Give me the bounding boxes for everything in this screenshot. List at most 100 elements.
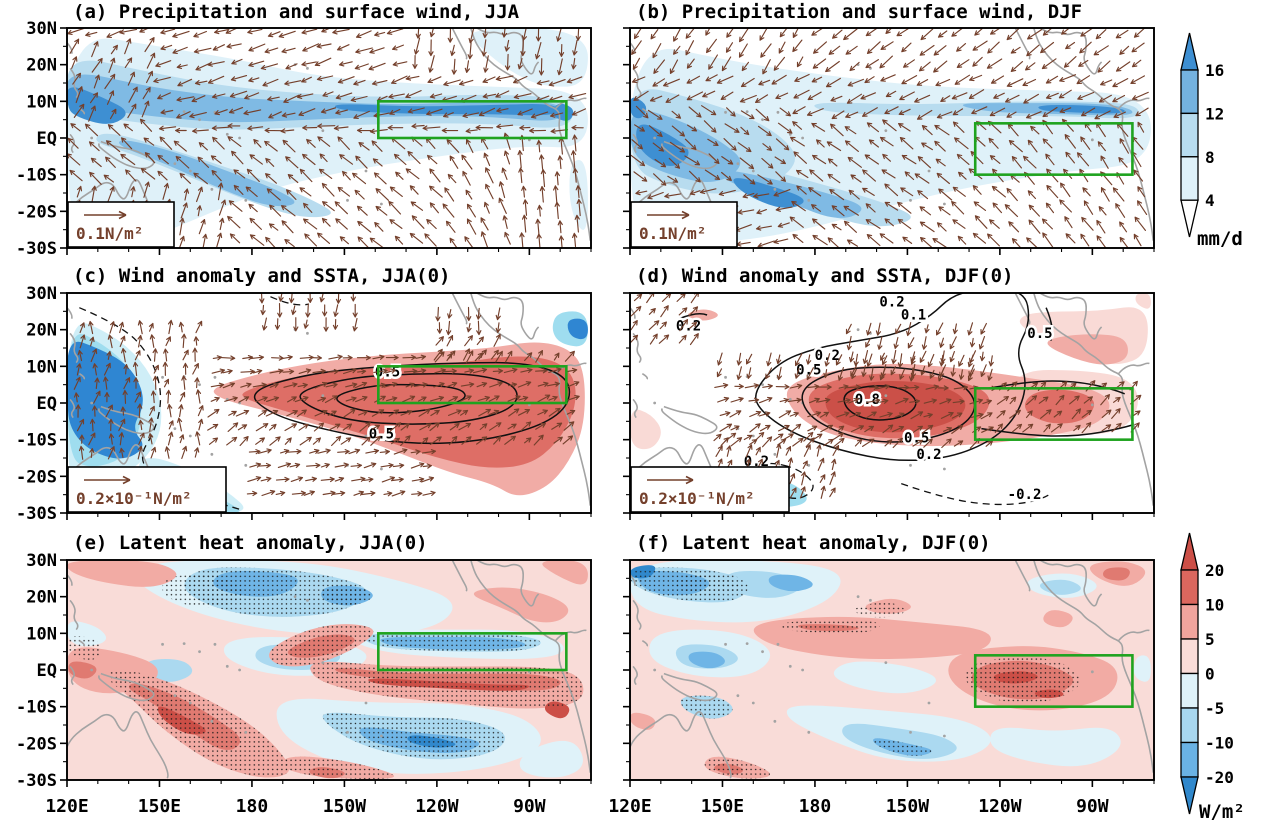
stipple-region bbox=[779, 619, 881, 634]
stipple-region bbox=[281, 756, 395, 780]
island-dot bbox=[210, 452, 214, 456]
island-dot bbox=[724, 110, 727, 114]
island-dot bbox=[884, 661, 888, 665]
island-dot bbox=[238, 668, 242, 672]
coastline bbox=[632, 67, 642, 99]
ssta-contour bbox=[1045, 307, 1054, 341]
colorbar-heatflux-unit: W/m² bbox=[1199, 801, 1245, 823]
island-dot bbox=[198, 650, 201, 654]
coastline bbox=[632, 665, 638, 686]
island-dot bbox=[225, 132, 229, 136]
vector-scale-label: 0.1N/m² bbox=[639, 224, 706, 243]
island-dot bbox=[238, 136, 242, 140]
island-dot bbox=[173, 162, 177, 166]
colorbar-tick-label: -20 bbox=[1205, 768, 1234, 787]
coastline bbox=[98, 140, 155, 170]
island-dot bbox=[182, 642, 186, 645]
island-dot bbox=[321, 394, 325, 398]
coastline bbox=[1014, 28, 1031, 60]
coastline bbox=[98, 672, 155, 702]
lon-tick-label: 180 bbox=[236, 796, 269, 817]
coastline bbox=[69, 133, 75, 154]
contour-label: 0.1 bbox=[901, 308, 926, 324]
coastline bbox=[630, 711, 732, 779]
analysis-region-box bbox=[377, 365, 568, 405]
island-dot bbox=[751, 434, 755, 438]
vector-scale-label: 0.2×10⁻¹N/m² bbox=[639, 489, 755, 508]
colorbar-tick-label: 20 bbox=[1205, 561, 1224, 580]
coastline bbox=[554, 629, 587, 642]
lat-tick-label: EQ bbox=[37, 661, 57, 681]
analysis-region-box bbox=[973, 122, 1134, 176]
island-dot bbox=[90, 668, 94, 672]
coastline bbox=[1039, 28, 1103, 75]
island-dot bbox=[1090, 670, 1094, 674]
lat-tick-label: 30N bbox=[26, 284, 57, 304]
island-dot bbox=[346, 730, 349, 734]
vector-scale-legend: 0.1N/m² bbox=[630, 201, 738, 248]
coastline bbox=[1117, 97, 1150, 110]
lat-tick-label: 20N bbox=[26, 588, 57, 608]
island-dot bbox=[198, 383, 201, 387]
stipple-region bbox=[322, 712, 505, 760]
stipple-region bbox=[873, 738, 932, 756]
coastline bbox=[1033, 560, 1154, 773]
coastline bbox=[78, 372, 86, 380]
coastline bbox=[1014, 293, 1031, 325]
island-dot bbox=[244, 730, 248, 734]
reference-arrow-icon bbox=[84, 475, 131, 485]
island-dot bbox=[745, 642, 749, 645]
island-dot bbox=[776, 110, 780, 114]
panel-b-title: (b) Precipitation and surface wind, DJF bbox=[636, 1, 1083, 23]
coastline bbox=[1117, 362, 1150, 375]
lon-tick-label: 90W bbox=[513, 796, 546, 817]
lon-tick-label: 150E bbox=[701, 796, 744, 817]
reference-arrow-icon bbox=[647, 475, 694, 485]
lon-tick-label: 120W bbox=[415, 796, 459, 817]
coastline bbox=[67, 307, 73, 319]
stipple-region bbox=[321, 585, 373, 606]
coastline bbox=[554, 97, 587, 110]
contour-label: 0.5 bbox=[369, 427, 394, 443]
island-dot bbox=[788, 397, 792, 401]
stipple-region bbox=[965, 657, 1081, 703]
colorbar-tick-label: -5 bbox=[1205, 699, 1224, 718]
lon-tick-label: 150E bbox=[138, 796, 181, 817]
stipple-region bbox=[680, 695, 733, 719]
analysis-region-box bbox=[377, 100, 568, 140]
lat-tick-label: -30S bbox=[16, 239, 57, 259]
coastline bbox=[1014, 560, 1031, 592]
coastline bbox=[1039, 560, 1103, 607]
island-dot bbox=[736, 694, 740, 698]
reference-arrow-icon bbox=[84, 210, 127, 220]
island-dot bbox=[161, 375, 164, 379]
colorbar-precip-unit: mm/d bbox=[1197, 228, 1243, 250]
ssta-contour bbox=[801, 366, 976, 443]
lat-tick-label: -20S bbox=[16, 467, 57, 487]
island-dot bbox=[773, 187, 777, 191]
island-dot bbox=[801, 668, 805, 672]
coastline bbox=[641, 372, 649, 380]
vector-scale-legend: 0.1N/m² bbox=[67, 201, 175, 248]
lat-tick-label: -10S bbox=[16, 431, 57, 451]
lon-tick-label: 120W bbox=[978, 796, 1022, 817]
lon-tick-label: 180 bbox=[799, 796, 832, 817]
coastline bbox=[632, 599, 642, 631]
lat-tick-label: -20S bbox=[16, 202, 57, 222]
island-dot bbox=[761, 650, 764, 654]
island-dot bbox=[188, 701, 192, 705]
island-dot bbox=[788, 132, 792, 136]
island-dot bbox=[943, 467, 946, 471]
island-dot bbox=[761, 383, 764, 387]
panel-a-map bbox=[67, 28, 591, 248]
lat-tick-label: 10N bbox=[26, 357, 57, 377]
coastline bbox=[476, 560, 540, 607]
ssta-contour bbox=[901, 483, 1050, 506]
island-dot bbox=[321, 661, 325, 665]
island-dot bbox=[807, 463, 811, 467]
island-dot bbox=[90, 136, 94, 140]
island-dot bbox=[807, 730, 811, 734]
island-dot bbox=[90, 401, 94, 405]
lat-tick-label: -10S bbox=[16, 698, 57, 718]
island-dot bbox=[244, 463, 248, 467]
